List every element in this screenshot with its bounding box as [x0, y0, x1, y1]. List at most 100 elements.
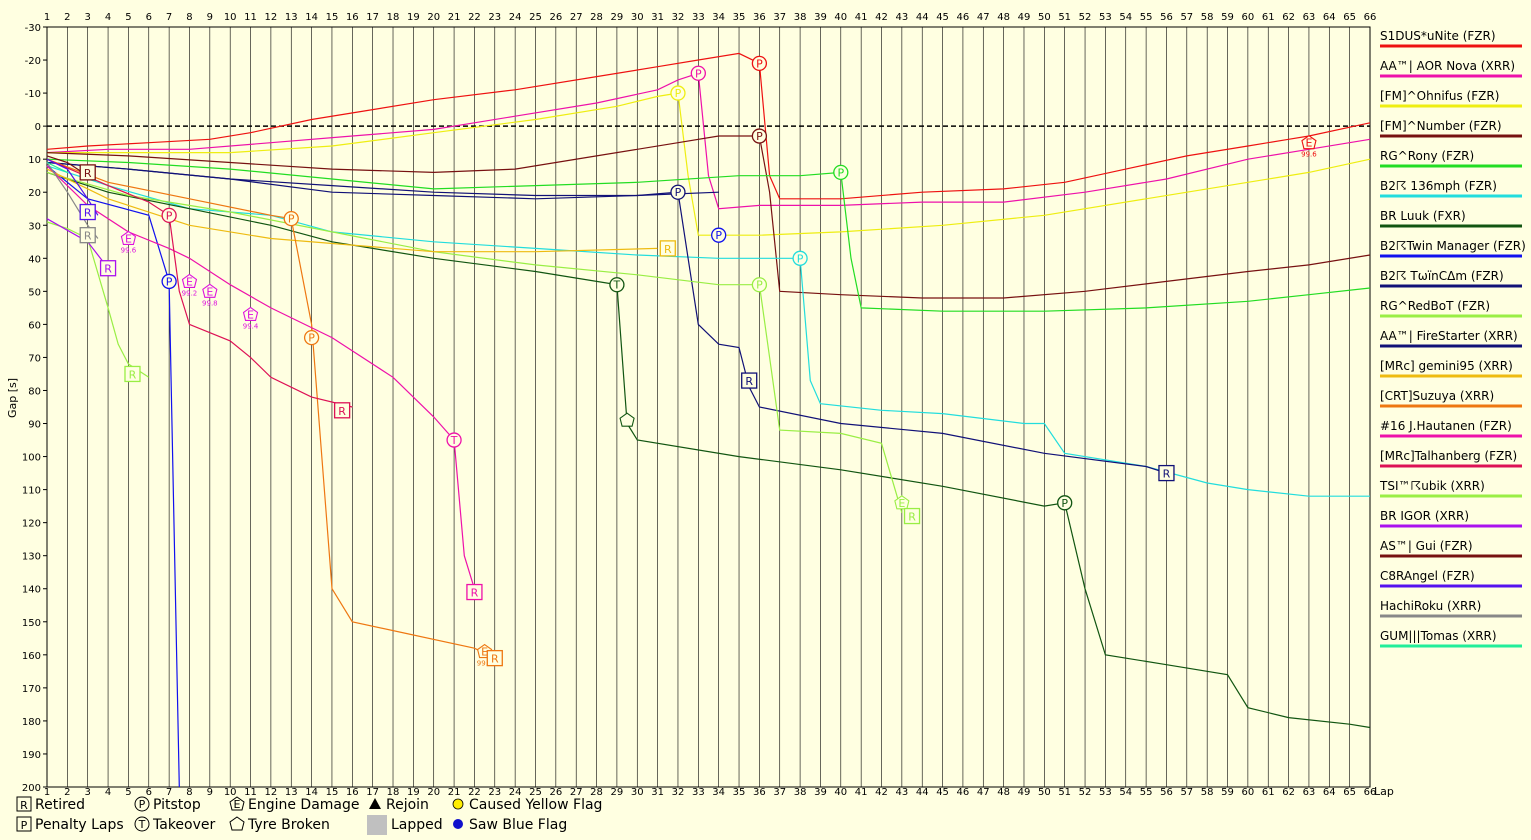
marker-box: [741, 372, 758, 389]
x-tick-label-top: 29: [611, 12, 624, 23]
marker-box: [903, 507, 921, 525]
x-tick-label-top: 1: [44, 12, 50, 23]
x-tick-label-bottom: 19: [407, 787, 420, 798]
pitstop-marker: P: [711, 227, 727, 243]
legend-item: B2☈Twin Manager (FZR): [1380, 239, 1526, 258]
x-tick-label-top: 12: [265, 12, 278, 23]
y-tick-label: 10: [28, 155, 41, 166]
x-tick-label-top: 13: [285, 12, 298, 23]
engine-marker: E99.2: [181, 273, 198, 297]
retired-marker: R: [486, 649, 503, 667]
marker-letter: R: [84, 230, 92, 243]
y-tick-label: 150: [22, 618, 41, 629]
x-tick-label-bottom: 47: [977, 787, 990, 798]
legend-label: S1DUS*uNite (FZR): [1380, 29, 1496, 43]
pitstop-marker: P: [690, 65, 706, 81]
x-tick-label-bottom: 20: [427, 787, 440, 798]
marker-letter: E: [206, 285, 213, 298]
key-item: P Pitstop: [134, 796, 201, 813]
x-tick-label-bottom: 13: [285, 787, 298, 798]
key-label: Lapped: [391, 817, 443, 833]
legend-item: B2☈ TωïnCΔm (FZR): [1380, 269, 1522, 288]
marker-letter: P: [1061, 497, 1068, 510]
marker-letter: R: [1163, 468, 1171, 481]
marker-letter: P: [756, 130, 763, 143]
x-tick-label-bottom: 42: [875, 787, 888, 798]
pitstop-marker: P: [833, 164, 849, 181]
x-tick-label-top: 42: [875, 12, 888, 23]
x-tick-label-bottom: 37: [773, 787, 786, 798]
x-tick-label-top: 43: [895, 12, 908, 23]
series-line: [46, 72, 1371, 210]
y-tick-label: 170: [22, 684, 41, 695]
y-tick-label: 110: [22, 486, 41, 497]
marker-letter: P: [797, 252, 804, 265]
x-tick-label-bottom: 31: [651, 787, 664, 798]
marker-pentagon: [242, 306, 259, 322]
key-label: Tyre Broken: [247, 817, 330, 833]
x-tick-label-bottom: 60: [1242, 787, 1255, 798]
marker-box: [99, 260, 117, 277]
x-tick-label-bottom: 4: [105, 787, 111, 798]
key-item: Saw Blue Flag: [453, 817, 567, 833]
pitstop-marker: P: [303, 329, 320, 346]
marker-circle: [161, 273, 177, 290]
legend-item: C8RAngel (FZR): [1380, 569, 1522, 588]
y-tick-label: 70: [28, 353, 41, 364]
marker-pentagon: [894, 495, 910, 510]
engine-value-label: 99.2: [477, 660, 493, 668]
plot-area: [46, 26, 1371, 788]
marker-letter: R: [908, 511, 916, 524]
x-tick-label-bottom: 56: [1160, 787, 1173, 798]
series-line: [46, 161, 68, 173]
x-tick-label-top: 17: [366, 12, 379, 23]
series-line: [46, 165, 180, 788]
x-axis-title: Lap: [1374, 785, 1394, 798]
y-tick-label: -10: [25, 89, 41, 100]
x-tick-label-bottom: 52: [1079, 787, 1092, 798]
x-tick-label-top: 8: [186, 12, 192, 23]
marker-pentagon: [181, 273, 198, 288]
marker-circle: [283, 211, 299, 227]
key-label: Caused Yellow Flag: [469, 797, 602, 813]
x-tick-label-bottom: 27: [570, 787, 583, 798]
takeover-marker: T: [609, 277, 625, 293]
key-lapped-box: [367, 815, 387, 835]
marker-letter: P: [166, 275, 173, 288]
engine-value-label: 99.2: [182, 289, 198, 297]
x-tick-label-bottom: 9: [207, 787, 213, 798]
marker-letter: R: [745, 375, 753, 388]
key-symbol: T: [138, 818, 146, 831]
x-tick-label-top: 65: [1343, 12, 1356, 23]
x-tick-label-bottom: 41: [855, 787, 868, 798]
takeover-marker: T: [446, 432, 462, 448]
x-tick-label-top: 64: [1323, 12, 1336, 23]
key-dot: [453, 819, 463, 829]
x-tick-label-bottom: 11: [244, 787, 257, 798]
key-dot: [452, 798, 464, 810]
retired-marker: R: [79, 227, 96, 244]
x-tick-label-bottom: 57: [1180, 787, 1193, 798]
legend-label: TSI™☈ubik (XRR): [1379, 479, 1485, 493]
x-tick-label-top: 51: [1058, 12, 1071, 23]
marker-letter: R: [664, 243, 672, 256]
legend-item: AA™| AOR Nova (XRR): [1380, 59, 1522, 78]
y-tick-label: 20: [28, 188, 41, 199]
y-tick-label: 100: [22, 453, 41, 464]
key-symbol: R: [20, 799, 28, 812]
key-circle: [134, 816, 150, 832]
x-tick-label-top: 59: [1221, 12, 1234, 23]
key-label: Saw Blue Flag: [469, 817, 567, 833]
x-tick-label-bottom: 46: [957, 787, 970, 798]
key-label: Penalty Laps: [35, 817, 124, 833]
retired-marker: R: [659, 240, 676, 257]
x-tick-label-bottom: 1: [44, 787, 50, 798]
y-tick-label: -30: [25, 23, 41, 34]
x-tick-label-top: 7: [166, 12, 172, 23]
marker-letter: P: [166, 209, 173, 222]
x-tick-label-bottom: 63: [1303, 787, 1316, 798]
x-tick-label-top: 44: [916, 12, 929, 23]
legend-label: B2☈ 136mph (FZR): [1380, 179, 1497, 193]
x-tick-label-top: 50: [1038, 12, 1051, 23]
x-tick-label-top: 21: [448, 12, 461, 23]
